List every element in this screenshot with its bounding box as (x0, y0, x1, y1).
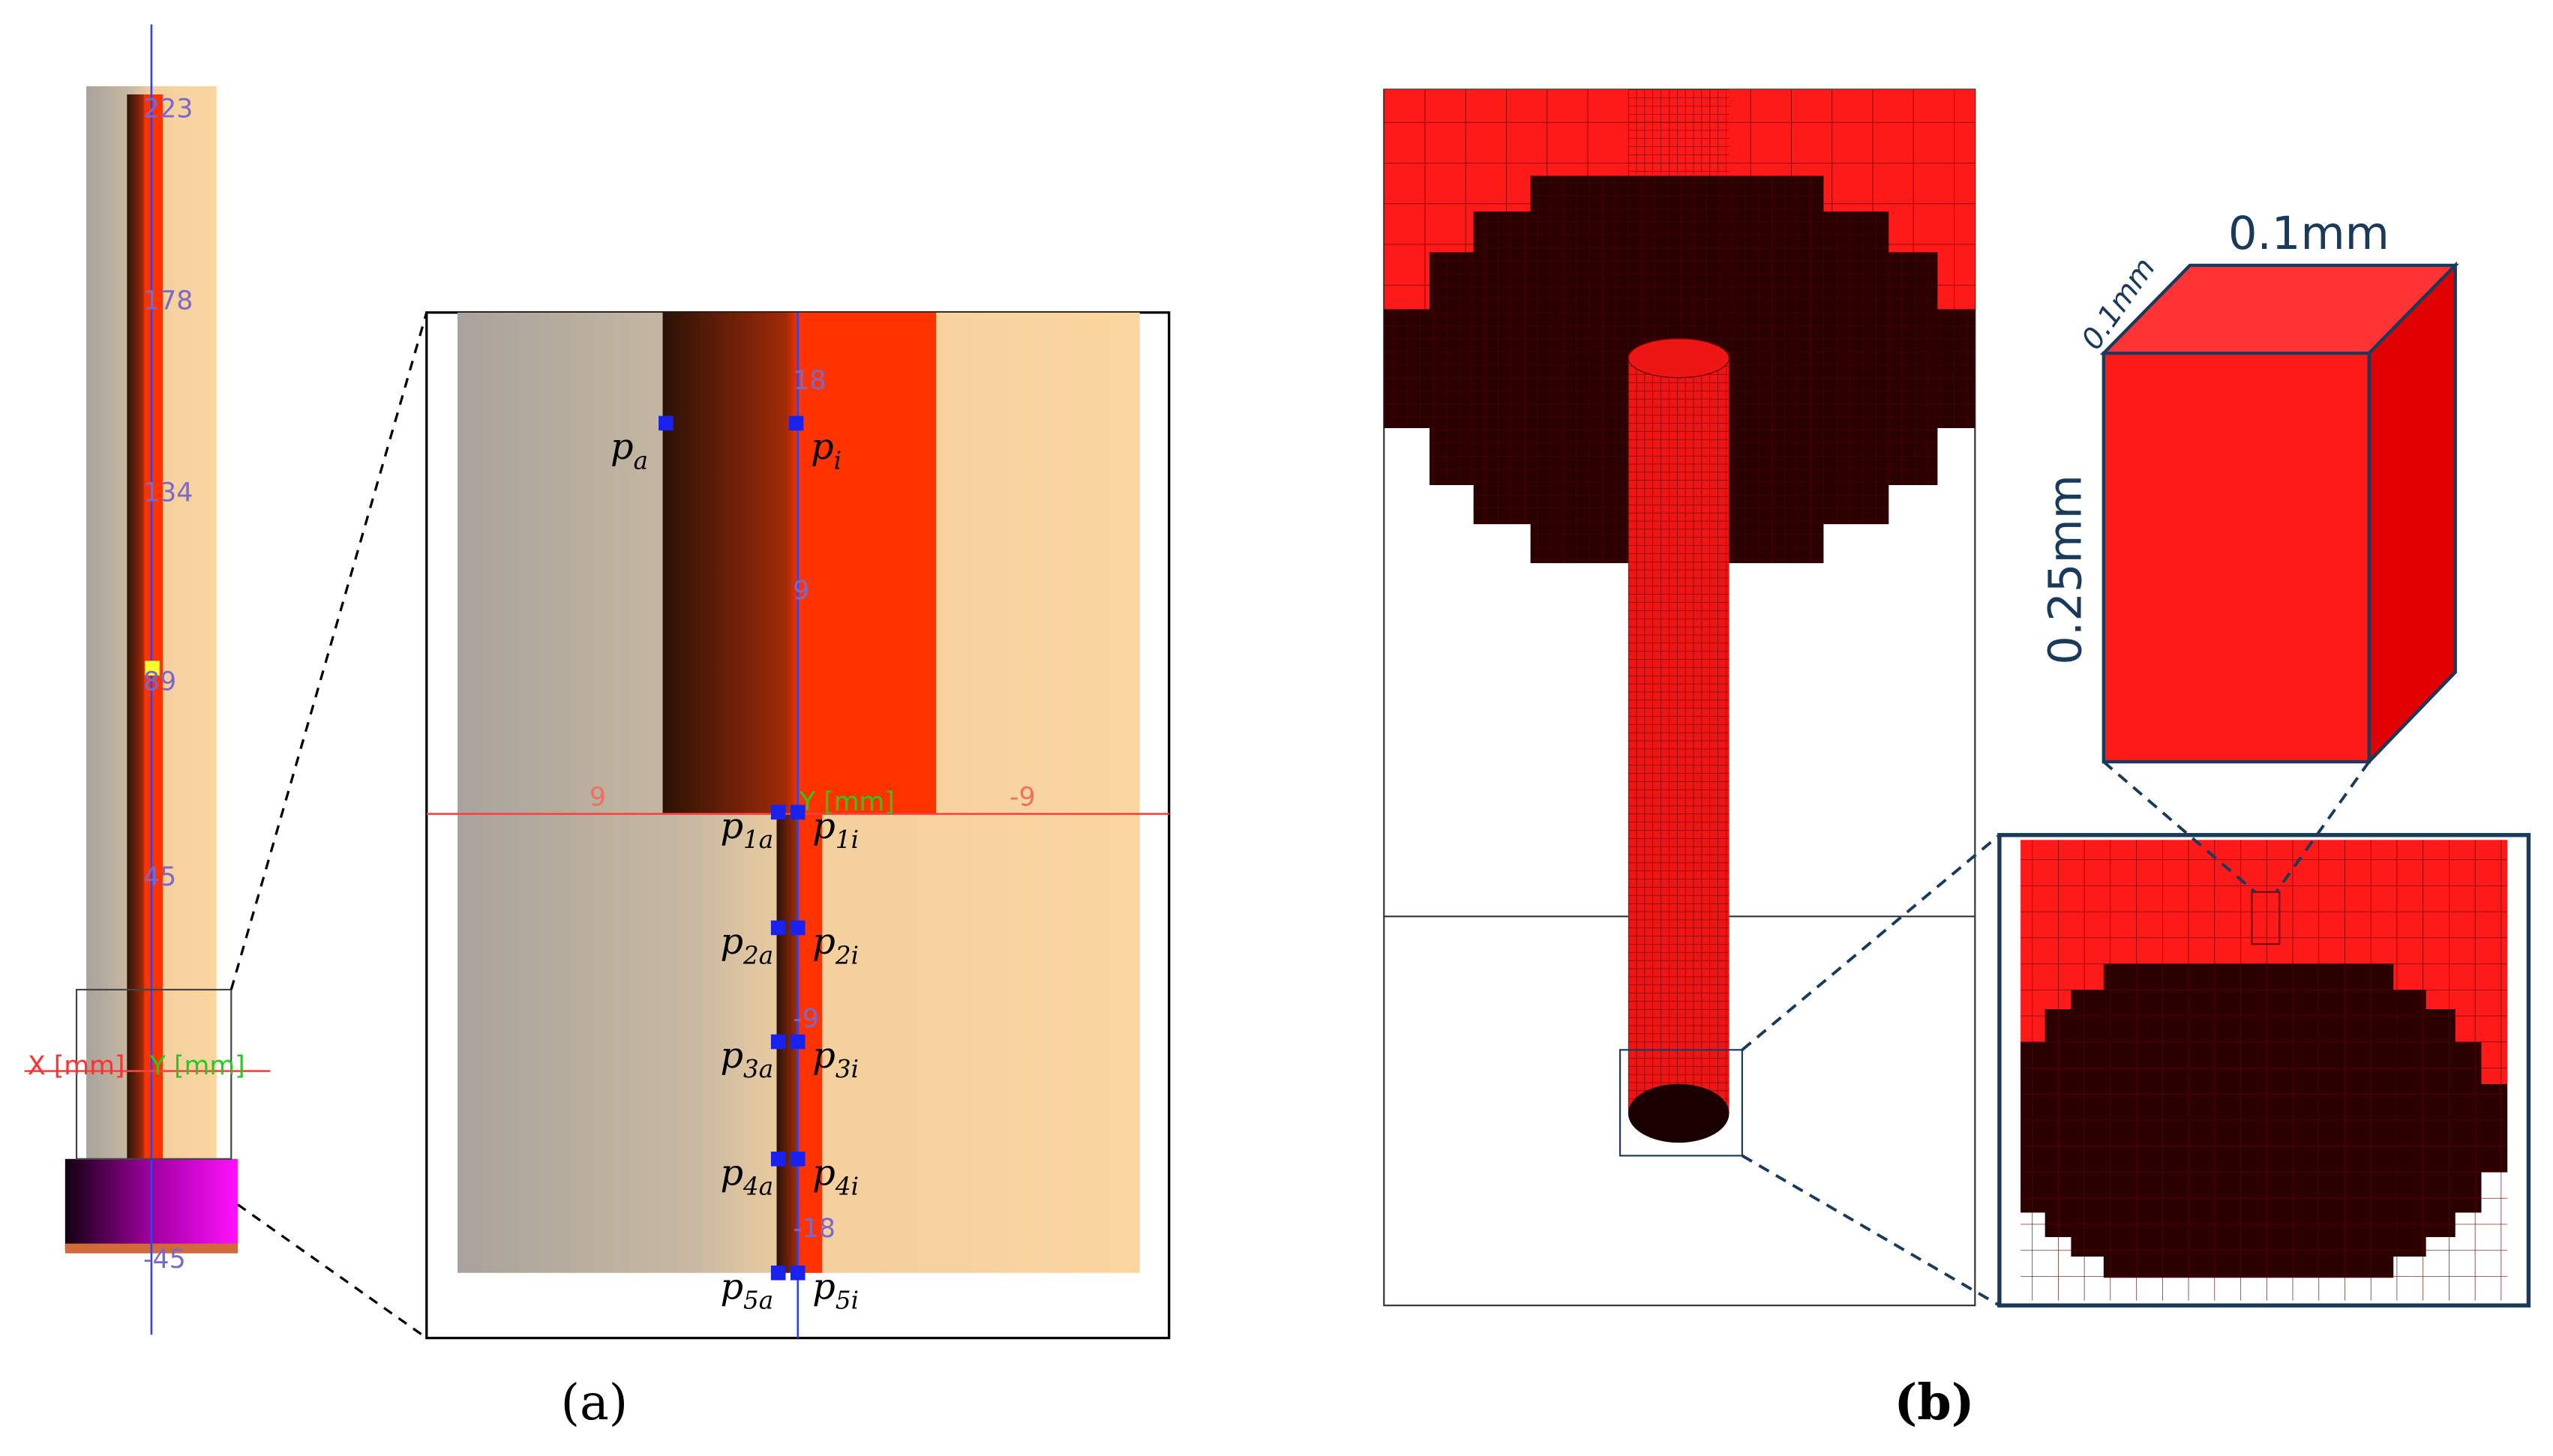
probe-point (790, 804, 806, 820)
inset-grid (2020, 840, 2508, 1301)
x-tick-label: -9 (1010, 783, 1036, 813)
probe-point (658, 415, 674, 431)
panel-label: (b) (1894, 1374, 1974, 1431)
probe-point (790, 1152, 806, 1167)
y-axis-label: Y [mm] (149, 1051, 245, 1081)
probe-point (790, 1034, 806, 1050)
zoom-box (75, 988, 232, 1160)
probe-point (770, 920, 786, 936)
panel-label: (a) (561, 1375, 628, 1431)
cube-connector (2102, 760, 2256, 894)
cube-connector (2275, 760, 2371, 893)
zoom-connector (1741, 834, 2001, 1051)
zoom-view: Y [mm] 9 -9 (425, 311, 1171, 1340)
y-tick-label: 89 (143, 667, 176, 697)
cube-side (2367, 261, 2457, 766)
cylinder-top (1628, 337, 1730, 379)
marker (145, 661, 160, 676)
x-tick-label: 9 (590, 783, 606, 813)
probe-point (770, 1152, 786, 1167)
y-tick-label: 178 (143, 286, 193, 316)
probe-point (770, 804, 786, 820)
point-label: p4i (812, 1153, 859, 1201)
y-tick-label: -45 (143, 1245, 186, 1275)
probe-point (790, 920, 806, 936)
y-tick-label: -18 (793, 1214, 836, 1244)
cell-outline (2251, 891, 2281, 945)
x-axis-label: X [mm] (28, 1051, 125, 1081)
cube-front (2102, 351, 2371, 764)
overview: X [mm] Y [mm] (24, 24, 428, 1339)
point-label: p3i (812, 1035, 859, 1083)
point-label: pi (811, 427, 842, 475)
point-label: p5a (720, 1266, 773, 1314)
y-tick-label: 134 (143, 478, 193, 508)
point-label: p2i (812, 921, 859, 969)
cylinder-grid (1628, 358, 1730, 1113)
point-label: p1a (720, 806, 773, 854)
cube-height: 0.25mm (2039, 475, 2092, 665)
probe-point (788, 415, 804, 431)
y-tick-label: -9 (793, 1004, 819, 1034)
point-label: pa (610, 427, 648, 475)
cube-width: 0.1mm (2228, 208, 2390, 260)
mesh-view: 0.1mm 0.1mm 0.25mm (1383, 88, 2531, 1308)
zoom-connector (1741, 1154, 2000, 1307)
refined-grid (1628, 89, 1730, 175)
point-label: p3a (720, 1035, 773, 1083)
cylinder-bottom (1628, 1083, 1730, 1143)
zoom-box (1618, 1049, 1743, 1157)
y-axis-label: Y [mm] (799, 787, 895, 817)
rod-upper (662, 312, 937, 814)
zoom-connector (237, 1203, 428, 1339)
y-tick-label: 223 (143, 94, 193, 124)
y-tick-label: 9 (793, 576, 809, 606)
point-label: p2a (720, 921, 773, 969)
y-tick-label: 18 (793, 366, 826, 396)
point-label: p5i (812, 1266, 859, 1314)
probe-point (790, 1265, 806, 1281)
y-tick-label: 45 (143, 862, 176, 892)
point-label: p4a (720, 1153, 773, 1201)
probe-point (770, 1265, 786, 1281)
point-label: p1i (812, 806, 859, 854)
probe-point (770, 1034, 786, 1050)
rod (127, 94, 164, 1159)
zoom-connector (230, 312, 428, 990)
